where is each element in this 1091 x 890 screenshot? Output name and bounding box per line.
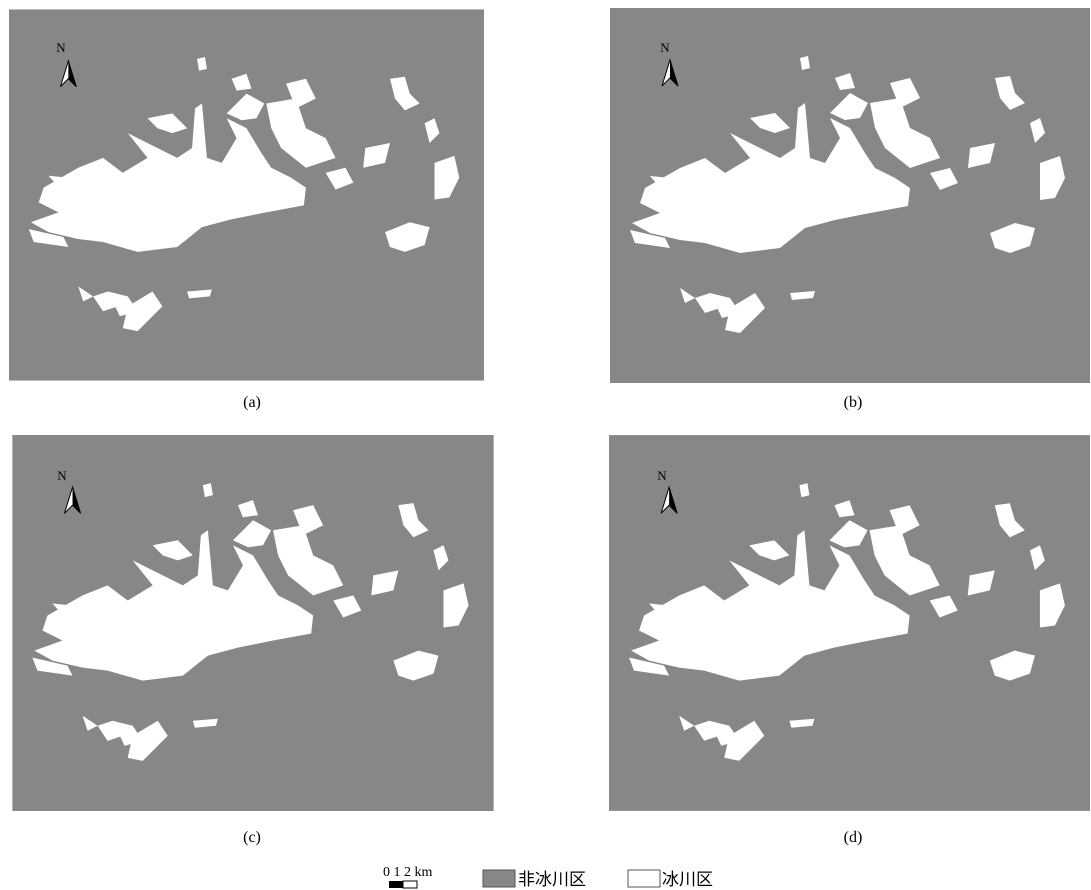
north-label: N [657, 468, 667, 483]
scale-bar [389, 881, 403, 888]
legend-label: 非冰川区 [518, 870, 586, 890]
legend-swatch [483, 870, 515, 887]
map-panel [9, 9, 484, 380]
legend-swatch [628, 870, 660, 887]
map-panel [12, 435, 493, 811]
map-panel [610, 8, 1090, 383]
panel-caption: (d) [844, 829, 863, 846]
north-label: N [660, 40, 670, 55]
north-label: N [56, 40, 66, 55]
north-label: N [57, 468, 67, 483]
legend-label: 冰川区 [662, 870, 713, 890]
legend: 0 1 2 km 非冰川区 冰川区 [383, 865, 713, 890]
panel-caption: (b) [844, 394, 863, 411]
scale-label: 0 1 2 km [383, 865, 433, 880]
panel-caption: (c) [243, 829, 261, 846]
figure: N N N N (a) (b) (c) (d) 0 1 2 km 非冰川区 冰川… [0, 0, 1091, 890]
map-panel [609, 435, 1090, 811]
scale-bar [403, 881, 417, 888]
panel-caption: (a) [243, 394, 261, 411]
